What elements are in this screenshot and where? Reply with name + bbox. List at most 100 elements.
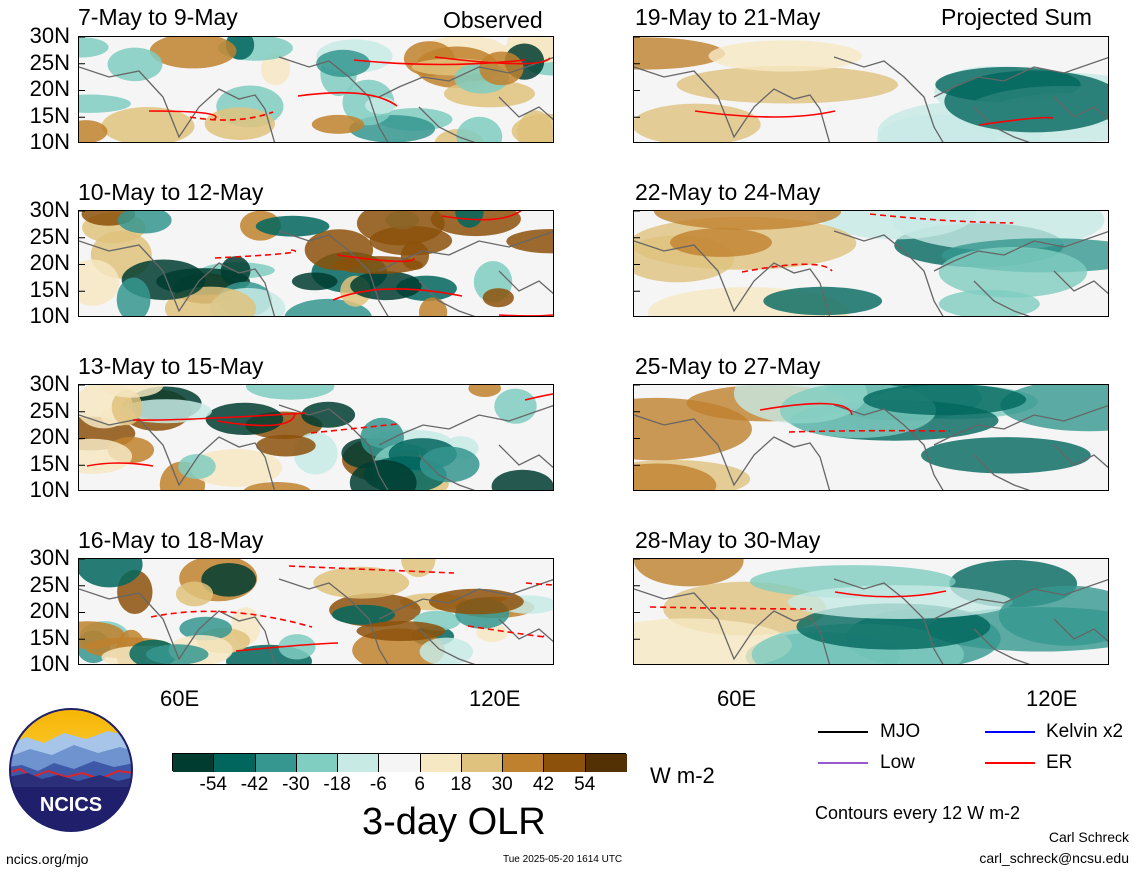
colorbar-cell-7 [420,754,462,772]
olr-anomaly-blob [149,37,237,69]
colorbar-cell-6 [379,754,421,772]
lat-label-3-3: 20N [29,424,70,449]
lat-label-1-2: 25N [29,49,70,75]
legend-er-label: ER [1046,752,1073,773]
panel-title-right-4: 28-May to 30-May [635,527,821,553]
map-panel-right-2-svg [634,211,1108,316]
olr-anomaly-blob [429,588,524,615]
observed-header: Observed [443,7,543,33]
map-panel-right-4 [633,558,1109,665]
colorbar-cell-4 [296,754,339,772]
er-contour [310,423,399,434]
olr-anomaly-blob [313,566,410,599]
olr-anomaly-blob [482,288,514,308]
er-contour [741,263,833,273]
lat-label-4-2: 25N [29,571,70,597]
lat-label-4-1: 30N [29,545,70,570]
colorbar-title: 3-day OLR [362,801,546,843]
lat-label-1-4: 15N [29,102,70,128]
er-contour [649,606,813,610]
olr-anomaly-blob [79,37,109,58]
olr-anomaly-blob [479,51,524,86]
lon-label-120e-left: 120E [469,686,521,711]
olr-anomaly-blob [863,385,1027,416]
olr-anomaly-blob [419,637,473,664]
lon-label-60e-left: 60E [160,686,200,711]
colorbar-cell-5 [338,754,380,772]
olr-anomaly-blob [332,604,395,625]
olr-anomaly-blob [332,256,423,274]
er-contour [869,213,1014,224]
er-contour [86,462,154,467]
timestamp: Tue 2025-05-20 1614 UTC [503,854,623,865]
lon-label-120e-right: 120E [1026,686,1078,711]
map-panel-right-1 [633,36,1109,143]
olr-anomaly-blob [291,272,338,291]
olr-anomaly-blob [1000,385,1108,432]
legend-mjo-line [818,731,868,733]
er-contour [441,211,522,221]
olr-anomaly-blob [401,559,436,578]
olr-anomaly-blob [111,389,143,426]
site-link[interactable]: ncics.org/mjo [6,851,89,867]
colorbar-tick-9: 42 [532,774,555,795]
map-panel-left-1 [78,36,554,143]
olr-anomaly-blob [468,385,501,397]
er-contour [189,111,274,121]
lat-label-1-3: 20N [29,76,70,101]
lat-label-3-4: 15N [29,450,70,476]
lat-label-4-4: 15N [29,624,70,650]
olr-anomaly-blob [79,259,120,306]
colorbar-cell-8 [461,754,504,772]
lat-label-1-5: 10N [29,129,70,154]
colorbar-tick-8: 30 [491,774,513,795]
olr-anomaly-blob [311,114,365,134]
coastline [634,578,1108,664]
olr-anomaly-blob [204,107,275,140]
lat-label-4-5: 10N [29,651,70,676]
er-contour [434,56,551,65]
panel-title-right-1: 19-May to 21-May [635,4,821,30]
olr-anomaly-blob [99,385,164,398]
lat-label-2-4: 15N [29,276,70,302]
olr-anomaly-blob [256,434,316,457]
map-panel-left-2 [78,210,554,317]
er-contour [288,565,455,574]
olr-anomaly-blob [117,211,172,234]
coastline [79,578,553,664]
lat-label-3-2: 25N [29,397,70,423]
olr-anomaly-blob [79,94,131,113]
panel-title-right-2: 22-May to 24-May [635,179,821,205]
colorbar-cell-3 [255,754,297,772]
author-email[interactable]: carl_schreck@ncsu.edu [979,850,1129,866]
coastline [79,230,553,316]
er-contour [297,91,398,107]
er-contour [978,116,1054,126]
olr-anomaly-blob [634,559,744,587]
legend-low-line [818,762,868,764]
er-contour [216,412,296,427]
coastline [634,230,1108,316]
olr-anomaly-blob [350,271,422,301]
olr-anomaly-blob [356,621,446,641]
er-contour [694,110,836,118]
olr-anomaly-blob [670,228,772,257]
colorbar-cell-1 [173,754,215,772]
map-panel-right-4-svg [634,559,1108,664]
lat-label-3-5: 10N [29,477,70,502]
olr-anomaly-blob [79,559,143,588]
colorbar [172,753,627,772]
olr-anomaly-blob [349,460,417,490]
lat-label-2-1: 30N [29,197,70,222]
colorbar-cell-11 [585,754,627,772]
colorbar-cell-10 [544,754,586,772]
lat-label-1-1: 30N [29,23,70,48]
colorbar-cell-9 [503,754,545,772]
olr-anomaly-blob [189,449,283,487]
map-panel-right-3 [633,384,1109,491]
logo-text: NCICS [40,794,102,816]
er-contour [467,625,547,638]
olr-anomaly-blob [278,634,316,660]
olr-anomaly-blob [419,446,480,483]
olr-anomaly-blob [491,469,553,490]
